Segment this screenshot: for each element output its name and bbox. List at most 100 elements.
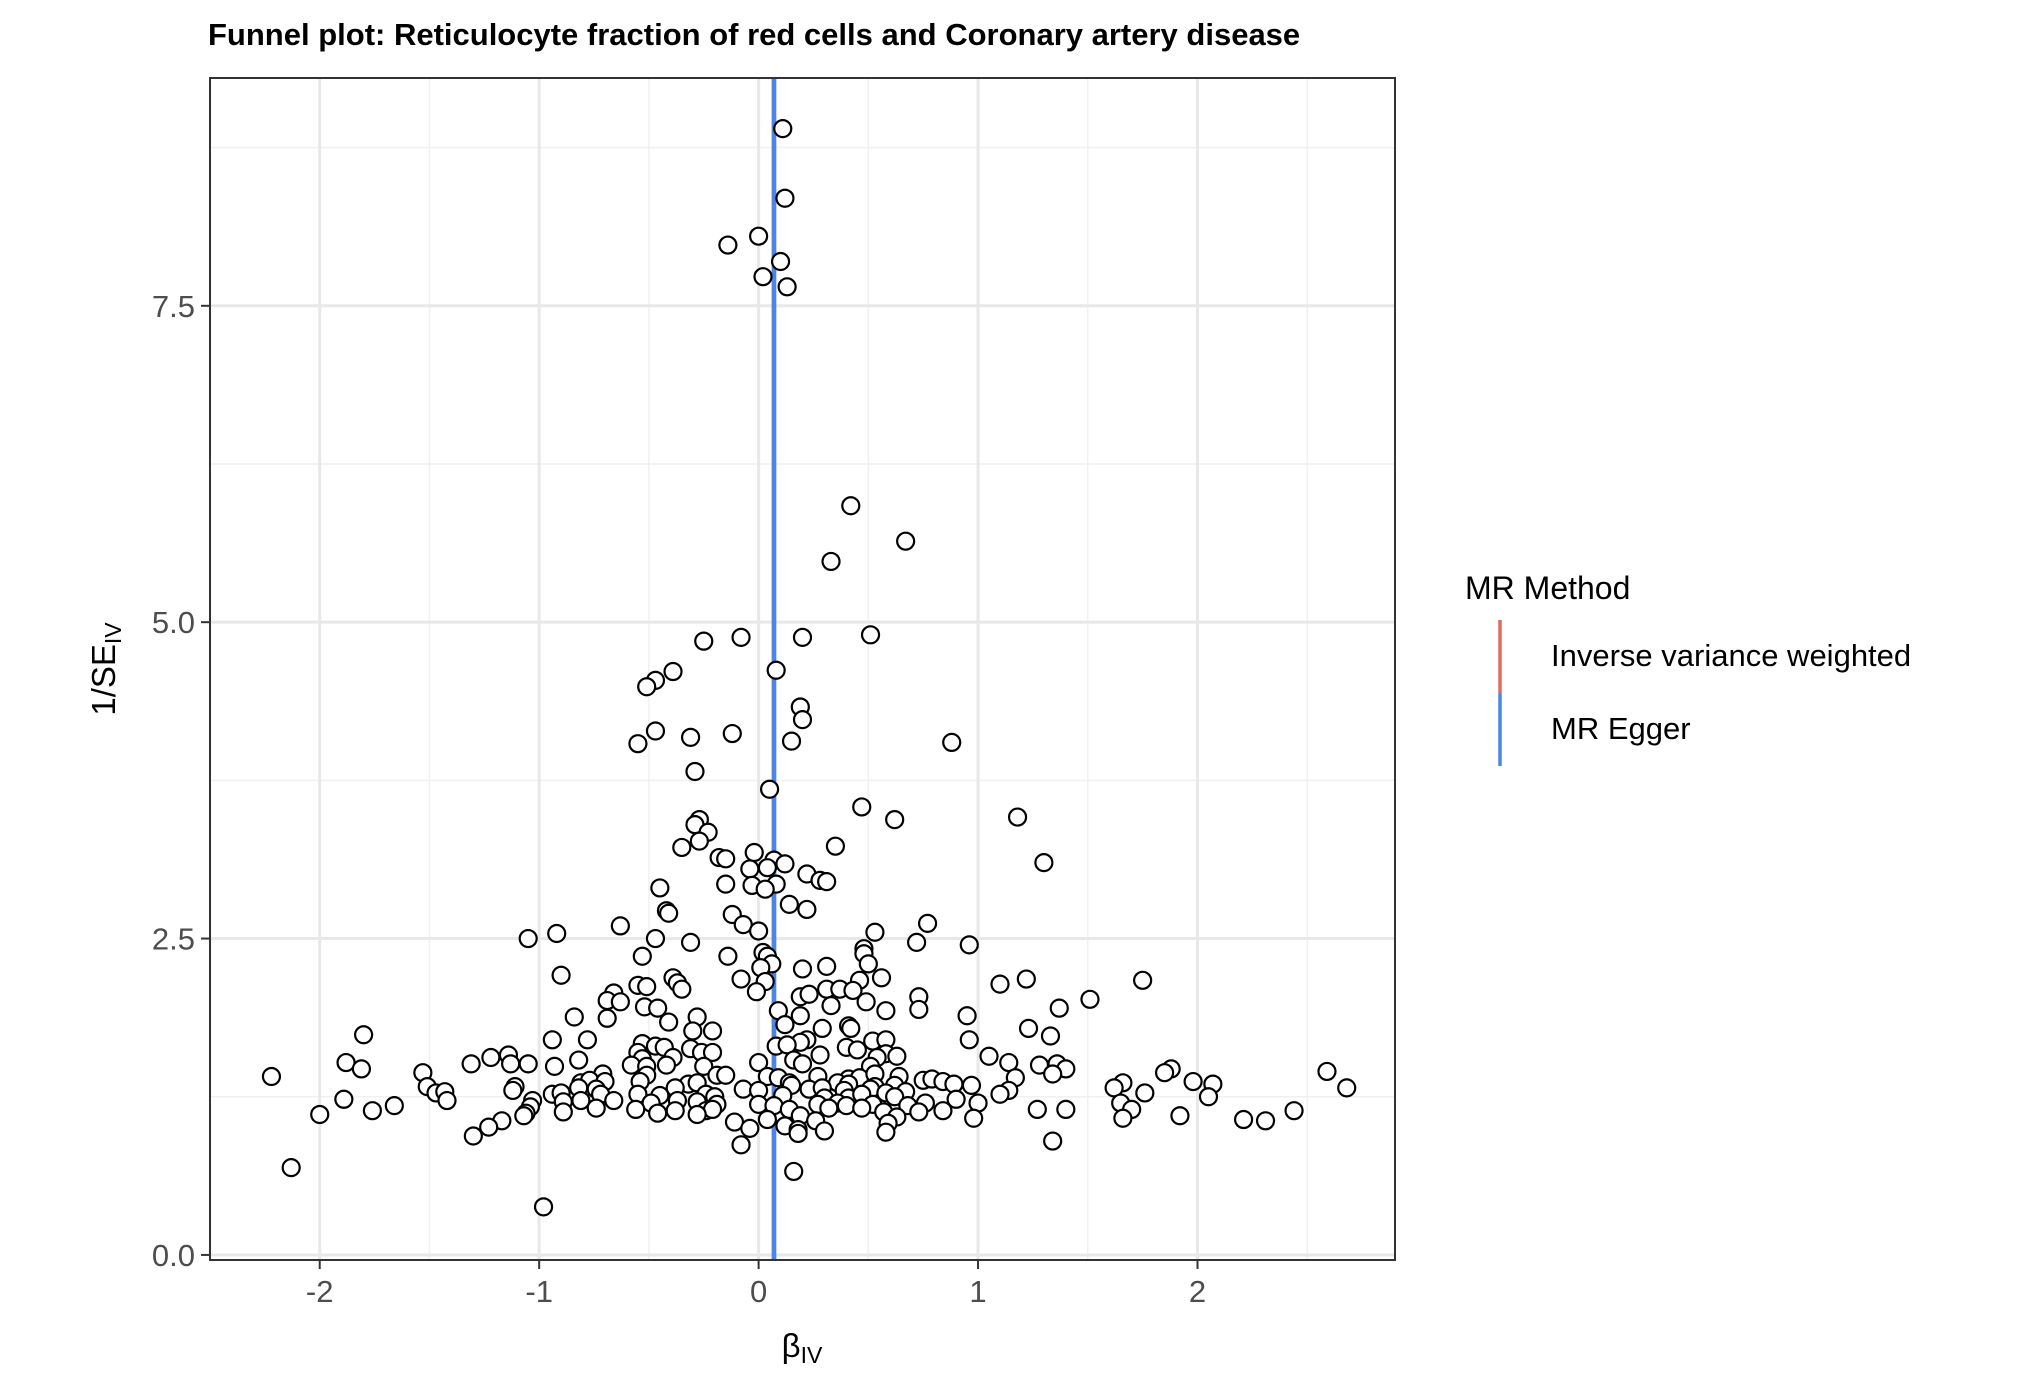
- data-point: [817, 872, 837, 892]
- data-point: [571, 1090, 591, 1111]
- data-point: [1233, 1109, 1254, 1130]
- data-point: [597, 1008, 617, 1028]
- data-point: [648, 998, 668, 1018]
- data-point: [716, 1065, 736, 1085]
- data-point: [757, 1109, 777, 1130]
- data-point: [547, 923, 567, 944]
- x-tick-label: -1: [525, 1274, 553, 1309]
- data-point: [792, 627, 813, 647]
- data-point: [821, 996, 841, 1016]
- x-tick-label: 1: [969, 1274, 986, 1309]
- legend-label-ivw: Inverse variance weighted: [1551, 638, 1911, 673]
- data-point: [744, 842, 764, 863]
- data-point: [957, 1006, 977, 1026]
- data-point: [694, 1056, 714, 1076]
- data-point: [626, 1099, 646, 1120]
- data-point: [656, 1055, 677, 1075]
- data-point: [514, 1106, 534, 1126]
- data-point: [740, 859, 760, 879]
- data-point: [749, 226, 769, 246]
- data-point: [990, 974, 1010, 994]
- data-point: [775, 188, 795, 208]
- data-point: [1317, 1061, 1337, 1082]
- data-point: [1198, 1087, 1219, 1107]
- data-point: [775, 1015, 795, 1035]
- data-point: [825, 836, 846, 856]
- legend: MR Method Inverse variance weighted MR E…: [1465, 570, 1911, 766]
- data-point: [533, 1197, 554, 1217]
- data-point: [687, 1104, 707, 1125]
- data-point: [1027, 1099, 1047, 1120]
- data-point: [461, 1054, 481, 1074]
- data-point: [1133, 970, 1153, 990]
- data-point: [281, 1158, 301, 1178]
- data-point: [518, 928, 538, 949]
- data-point: [781, 731, 802, 751]
- data-point: [876, 1001, 896, 1021]
- data-point: [659, 1012, 679, 1032]
- data-point: [819, 1098, 839, 1118]
- data-point: [959, 1030, 979, 1050]
- data-point: [871, 968, 892, 988]
- data-point: [569, 1050, 589, 1070]
- x-axis-title-main: β: [782, 1327, 801, 1364]
- data-point: [553, 1102, 573, 1122]
- data-point: [942, 732, 962, 753]
- data-point: [628, 734, 648, 754]
- data-point: [731, 627, 751, 647]
- x-tick-label: -2: [306, 1274, 334, 1309]
- data-point: [773, 119, 793, 139]
- data-point: [1043, 1064, 1063, 1084]
- chart-title: Funnel plot: Reticulocyte fraction of re…: [208, 17, 1300, 52]
- data-point: [663, 661, 683, 682]
- data-point: [672, 979, 692, 999]
- data-point: [959, 935, 979, 955]
- data-point: [544, 1056, 565, 1076]
- data-point: [637, 977, 657, 997]
- data-point: [1135, 1083, 1155, 1103]
- plot-border: [209, 77, 1396, 1261]
- data-point: [755, 879, 775, 899]
- data-point: [847, 1040, 867, 1060]
- y-tick-label: 7.5: [152, 289, 195, 324]
- data-point: [946, 1089, 966, 1109]
- y-axis-title-main: 1/SE: [85, 644, 122, 716]
- data-point: [731, 1135, 751, 1155]
- data-point: [876, 1122, 896, 1142]
- data-point: [1284, 1101, 1304, 1121]
- data-point: [610, 916, 630, 936]
- data-point: [1007, 807, 1028, 827]
- data-point: [860, 625, 881, 645]
- data-point: [836, 1096, 856, 1116]
- data-point: [518, 1054, 538, 1074]
- data-point: [334, 1089, 354, 1109]
- data-point: [1016, 969, 1036, 989]
- data-point: [792, 1054, 813, 1074]
- x-axis: -2 -1 0 1 2: [306, 1260, 1206, 1309]
- data-point: [702, 1021, 723, 1041]
- data-point: [810, 1045, 830, 1065]
- data-point: [812, 1018, 832, 1039]
- x-axis-title-subscript: IV: [801, 1342, 823, 1368]
- data-point: [542, 1030, 562, 1050]
- data-point: [746, 982, 767, 1002]
- data-point: [718, 235, 738, 255]
- data-point: [694, 631, 714, 651]
- data-point: [362, 1101, 382, 1121]
- data-point: [865, 922, 885, 942]
- data-point: [604, 1090, 624, 1111]
- data-point: [753, 267, 773, 287]
- legend-label-egger: MR Egger: [1551, 711, 1691, 746]
- data-point: [722, 723, 742, 744]
- data-point: [759, 779, 780, 799]
- data-point: [718, 946, 738, 966]
- data-point: [1255, 1111, 1276, 1131]
- data-point: [501, 1054, 521, 1074]
- data-point: [1049, 998, 1069, 1018]
- y-axis-title-subscript: IV: [100, 622, 126, 644]
- data-point: [885, 809, 905, 830]
- data-point: [503, 1080, 523, 1101]
- data-point: [814, 1121, 835, 1141]
- data-point: [841, 1018, 861, 1039]
- y-tick-label: 0.0: [152, 1238, 195, 1273]
